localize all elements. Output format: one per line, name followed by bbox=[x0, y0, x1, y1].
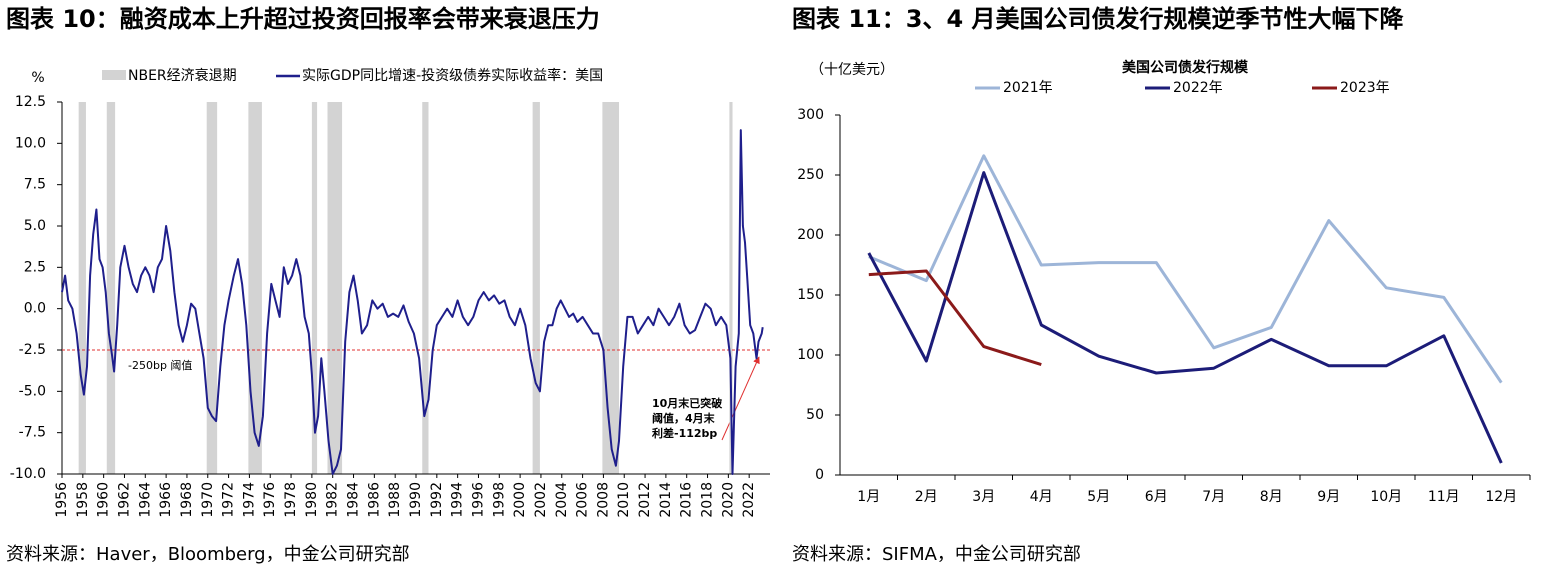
recession-shade bbox=[729, 102, 733, 474]
recession-shade bbox=[106, 102, 116, 474]
x-tick-label: 1986 bbox=[366, 482, 382, 518]
x-tick-label: 1962 bbox=[116, 482, 132, 518]
y-tick-label: -2.5 bbox=[19, 342, 46, 358]
x-tick-label: 1958 bbox=[75, 482, 91, 518]
chart-title: 图表 10：融资成本上升超过投资回报率会带来衰退压力 bbox=[6, 5, 600, 33]
y-tick-label: 7.5 bbox=[24, 177, 46, 193]
source: 资料来源：SIFMA，中金公司研究部 bbox=[792, 544, 1081, 565]
x-tick-label: 2012 bbox=[637, 482, 653, 518]
recession-shade bbox=[206, 102, 218, 474]
x-tick-label: 10月 bbox=[1370, 489, 1402, 505]
recession-shade bbox=[602, 102, 620, 474]
x-tick-label: 1月 bbox=[857, 489, 880, 505]
legend-label: 2022年 bbox=[1173, 80, 1223, 96]
threshold-label: -250bp 阈值 bbox=[128, 358, 192, 372]
x-tick-label: 1982 bbox=[325, 482, 341, 518]
x-tick-label: 1956 bbox=[54, 482, 70, 518]
x-tick-label: 1978 bbox=[283, 482, 299, 518]
x-tick-label: 8月 bbox=[1260, 489, 1283, 505]
chart-title: 图表 11：3、4 月美国公司债发行规模逆季节性大幅下降 bbox=[792, 5, 1405, 33]
x-tick-label: 5月 bbox=[1087, 489, 1110, 505]
x-tick-label: 1976 bbox=[262, 482, 278, 518]
y-tick-label: 12.5 bbox=[15, 94, 46, 110]
y-tick-label: 100 bbox=[797, 347, 824, 363]
recession-shade bbox=[311, 102, 318, 474]
recession-shade bbox=[248, 102, 262, 474]
x-tick-label: 2018 bbox=[700, 482, 716, 518]
x-tick-label: 6月 bbox=[1145, 489, 1168, 505]
y-tick-label: 50 bbox=[806, 407, 824, 423]
y-tick-label: 250 bbox=[797, 167, 824, 183]
source: 资料来源：Haver，Bloomberg，中金公司研究部 bbox=[6, 544, 410, 565]
x-tick-label: 2月 bbox=[915, 489, 938, 505]
annotation: 利差-112bp bbox=[652, 426, 717, 440]
y-tick-label: -7.5 bbox=[19, 425, 46, 441]
x-tick-label: 7月 bbox=[1202, 489, 1225, 505]
x-tick-label: 2004 bbox=[554, 482, 570, 518]
y-tick-label: 5.0 bbox=[24, 218, 46, 234]
recession-shade bbox=[78, 102, 86, 474]
annotation: 阈值，4月末 bbox=[652, 411, 716, 425]
y-tick-label: 300 bbox=[797, 107, 824, 123]
x-tick-label: 3月 bbox=[972, 489, 995, 505]
y-tick-label: 0.0 bbox=[24, 301, 46, 317]
recession-shade bbox=[422, 102, 429, 474]
x-tick-label: 1960 bbox=[96, 482, 112, 518]
y-tick-label: 0 bbox=[815, 467, 824, 483]
y-tick-label: 200 bbox=[797, 227, 824, 243]
x-tick-label: 1996 bbox=[470, 482, 486, 518]
x-tick-label: 2020 bbox=[720, 482, 736, 518]
x-tick-label: 11月 bbox=[1428, 489, 1460, 505]
y-tick-label: 150 bbox=[797, 287, 824, 303]
x-tick-label: 12月 bbox=[1485, 489, 1517, 505]
x-tick-label: 1988 bbox=[387, 482, 403, 518]
y-tick-label: 2.5 bbox=[24, 259, 46, 275]
x-tick-label: 4月 bbox=[1030, 489, 1053, 505]
x-tick-label: 1968 bbox=[179, 482, 195, 518]
legend-label: NBER经济衰退期 bbox=[128, 67, 237, 84]
x-tick-label: 1990 bbox=[408, 482, 424, 518]
x-tick-label: 1964 bbox=[137, 482, 153, 518]
y-tick-label: -5.0 bbox=[19, 383, 46, 399]
legend-label: 2021年 bbox=[1003, 80, 1053, 96]
x-tick-label: 1966 bbox=[158, 482, 174, 518]
recession-shade bbox=[532, 102, 540, 474]
x-tick-label: 1972 bbox=[221, 482, 237, 518]
x-tick-label: 1974 bbox=[241, 482, 257, 518]
x-tick-label: 2008 bbox=[595, 482, 611, 518]
x-tick-label: 1984 bbox=[346, 482, 362, 518]
y-tick-label: -10.0 bbox=[10, 466, 46, 482]
x-tick-label: 2010 bbox=[616, 482, 632, 518]
x-tick-label: 1980 bbox=[304, 482, 320, 518]
x-tick-label: 2000 bbox=[512, 482, 528, 518]
series-line bbox=[61, 129, 764, 475]
y-tick-label: 10.0 bbox=[15, 135, 46, 151]
x-tick-label: 2014 bbox=[658, 482, 674, 518]
x-tick-label: 2006 bbox=[575, 482, 591, 518]
series-line bbox=[867, 171, 1503, 464]
legend-swatch bbox=[102, 70, 126, 80]
chart-subtitle: 美国公司债发行规模 bbox=[1122, 59, 1249, 76]
annotation: 10月末已突破 bbox=[652, 396, 722, 410]
recession-shade bbox=[327, 102, 343, 474]
series-line bbox=[868, 269, 1042, 367]
series-line bbox=[868, 154, 1503, 384]
legend-label: 2023年 bbox=[1340, 80, 1390, 96]
x-tick-label: 2016 bbox=[679, 482, 695, 518]
x-tick-label: 1992 bbox=[429, 482, 445, 518]
x-tick-label: 2002 bbox=[533, 482, 549, 518]
x-tick-label: 9月 bbox=[1317, 489, 1340, 505]
legend-label: 实际GDP同比增速-投资级债券实际收益率：美国 bbox=[302, 67, 603, 84]
y-unit: （十亿美元） bbox=[810, 62, 894, 78]
x-tick-label: 1998 bbox=[491, 482, 507, 518]
y-unit: % bbox=[31, 70, 44, 86]
annotation-arrow bbox=[721, 356, 760, 441]
x-tick-label: 2022 bbox=[741, 482, 757, 518]
x-tick-label: 1970 bbox=[200, 482, 216, 518]
x-tick-label: 1994 bbox=[450, 482, 466, 518]
